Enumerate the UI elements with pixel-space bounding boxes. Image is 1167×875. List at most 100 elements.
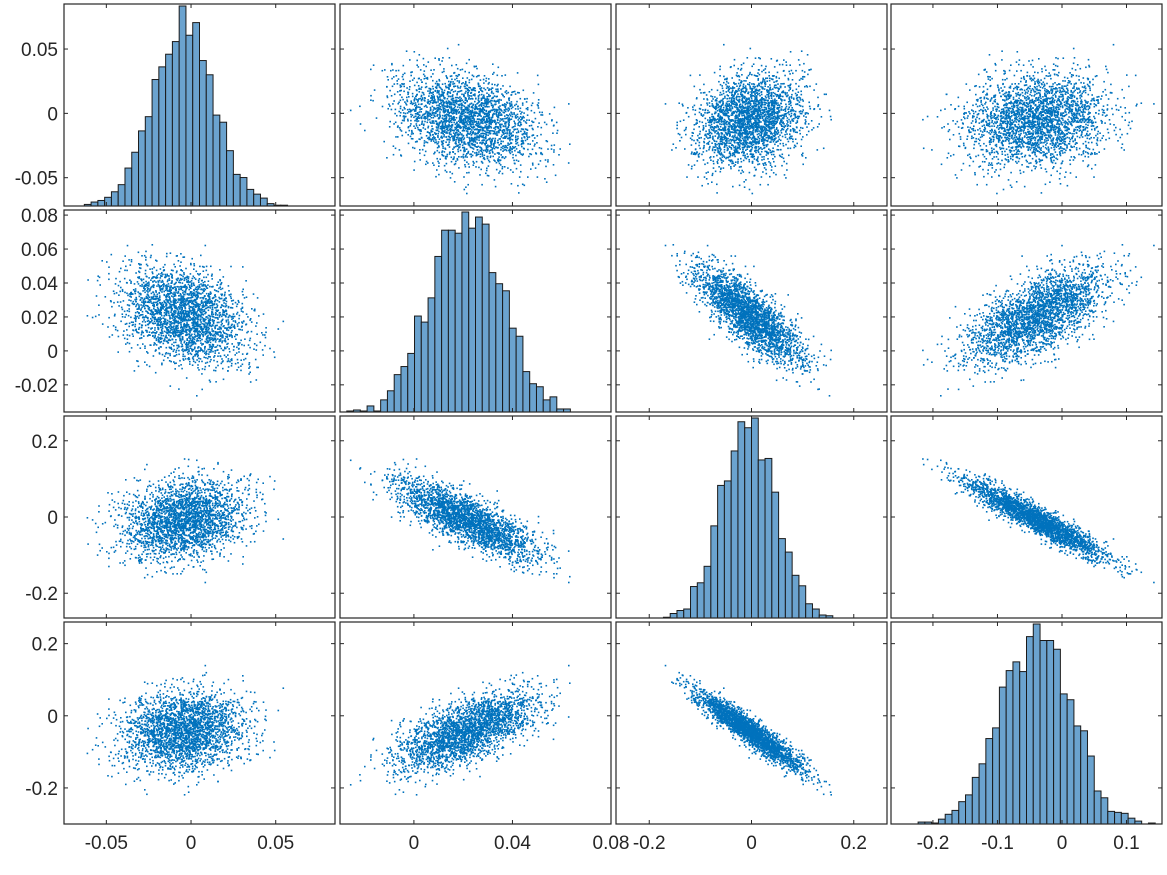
data-point xyxy=(787,101,790,103)
data-point xyxy=(510,142,512,144)
data-point xyxy=(738,113,740,116)
data-point xyxy=(790,97,793,99)
data-point xyxy=(780,99,783,101)
data-point xyxy=(786,95,788,98)
data-point xyxy=(488,93,490,96)
data-point xyxy=(441,124,443,127)
data-point xyxy=(716,143,718,146)
data-point xyxy=(454,133,456,135)
data-point xyxy=(742,146,745,149)
data-point xyxy=(750,91,752,93)
data-point xyxy=(735,148,738,151)
data-point xyxy=(423,113,425,116)
data-point xyxy=(514,123,517,125)
data-point xyxy=(707,183,709,185)
data-point xyxy=(405,131,407,134)
data-point xyxy=(488,78,490,80)
data-point xyxy=(741,88,744,90)
data-point xyxy=(805,157,807,159)
data-point xyxy=(416,112,419,114)
data-point xyxy=(747,126,750,129)
data-point xyxy=(733,64,735,67)
data-point xyxy=(707,109,709,112)
data-point xyxy=(458,133,461,136)
data-point xyxy=(737,132,739,135)
data-point xyxy=(533,111,536,114)
data-point xyxy=(459,106,461,109)
data-point xyxy=(718,101,720,103)
data-point xyxy=(397,125,399,127)
data-point xyxy=(532,164,534,166)
data-point xyxy=(427,90,429,92)
data-point xyxy=(769,141,771,143)
data-point xyxy=(446,113,448,116)
data-point xyxy=(690,153,693,155)
data-point xyxy=(755,116,757,119)
data-point xyxy=(718,143,721,146)
data-point xyxy=(467,163,470,165)
data-point xyxy=(513,112,515,114)
data-point xyxy=(730,148,733,150)
data-point xyxy=(736,90,739,93)
data-point xyxy=(461,144,464,147)
data-point xyxy=(755,97,758,99)
data-point xyxy=(486,157,489,160)
data-point xyxy=(772,102,774,105)
data-point xyxy=(784,125,787,127)
data-point xyxy=(753,135,755,138)
data-point xyxy=(731,91,734,93)
data-point xyxy=(460,108,463,110)
data-point xyxy=(762,115,764,117)
data-point xyxy=(481,142,483,144)
data-point xyxy=(503,111,505,114)
data-point xyxy=(738,129,741,132)
data-point xyxy=(716,121,719,123)
data-point xyxy=(531,120,533,123)
data-point xyxy=(787,112,789,114)
data-point xyxy=(460,126,462,129)
data-point xyxy=(442,140,445,142)
data-point xyxy=(529,153,531,155)
data-point xyxy=(470,88,473,91)
data-point xyxy=(447,100,450,102)
data-point xyxy=(764,71,767,74)
data-point xyxy=(801,111,804,113)
data-point xyxy=(830,118,832,121)
data-point xyxy=(728,104,731,106)
data-point xyxy=(759,94,761,97)
data-point xyxy=(486,131,488,134)
data-point xyxy=(719,123,721,125)
data-point xyxy=(429,88,432,91)
data-point xyxy=(462,155,464,158)
data-point xyxy=(804,85,806,88)
data-point xyxy=(763,110,765,113)
data-point xyxy=(463,137,466,139)
data-point xyxy=(679,120,682,123)
data-point xyxy=(408,88,411,91)
data-point xyxy=(430,140,432,142)
data-point xyxy=(483,82,485,84)
data-point xyxy=(477,130,480,133)
data-point xyxy=(537,83,540,86)
data-point xyxy=(764,99,767,101)
data-point xyxy=(481,129,484,132)
data-point xyxy=(755,102,757,105)
data-point xyxy=(726,134,728,136)
data-point xyxy=(769,175,771,178)
data-point xyxy=(544,159,547,161)
data-point xyxy=(462,109,464,111)
data-point xyxy=(736,110,739,112)
data-point xyxy=(392,69,394,71)
data-point xyxy=(452,151,454,153)
data-point xyxy=(495,146,497,148)
data-point xyxy=(439,106,442,108)
data-point xyxy=(545,181,548,183)
data-point xyxy=(713,151,716,154)
data-point xyxy=(719,83,722,86)
data-point xyxy=(773,125,775,127)
data-point xyxy=(737,142,740,144)
data-point xyxy=(431,122,434,124)
data-point xyxy=(742,112,745,115)
data-point xyxy=(711,113,713,116)
histogram-bar xyxy=(192,22,201,206)
